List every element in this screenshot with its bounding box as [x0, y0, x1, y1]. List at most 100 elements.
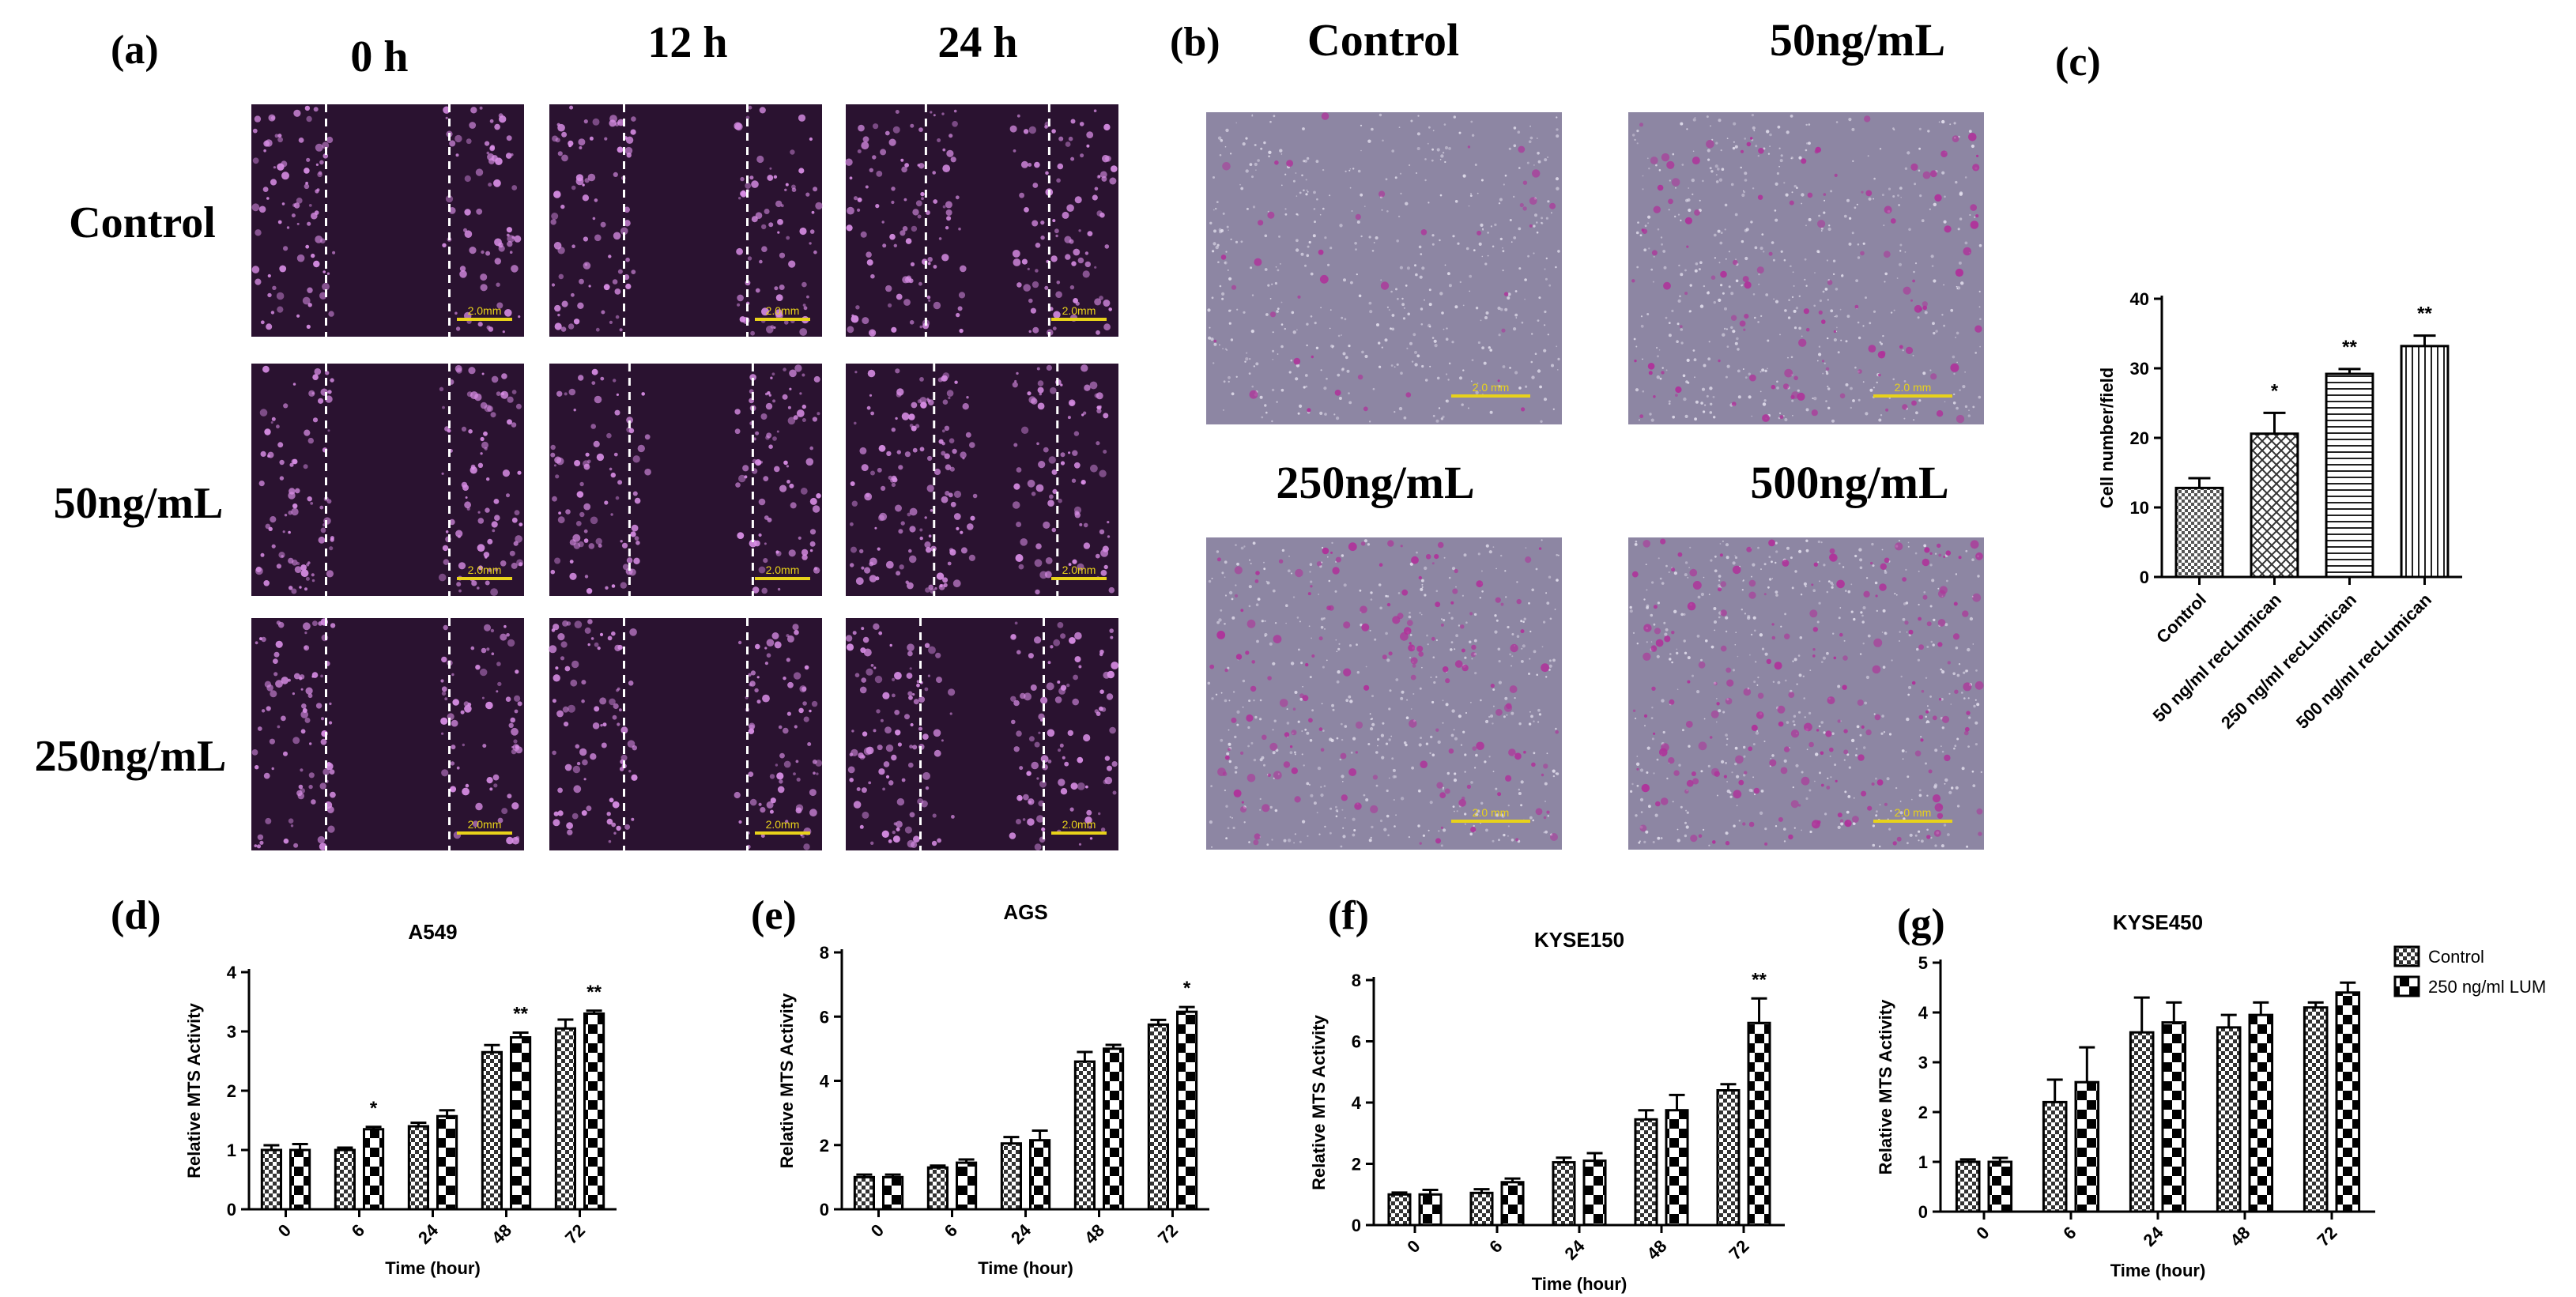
- bar: [2335, 991, 2361, 1213]
- x-tick-label: 24: [2140, 1222, 2168, 1250]
- x-axis-title: Time (hour): [2110, 1261, 2206, 1280]
- legend-swatch: [2393, 945, 2420, 967]
- bar: [1418, 1193, 1443, 1227]
- scale-label: 2.0mm: [1062, 818, 1096, 831]
- y-axis-title: Relative MTS Activity: [1876, 999, 1895, 1174]
- y-tick-label: 2: [820, 1136, 829, 1156]
- x-tick-label: 48: [1643, 1236, 1671, 1264]
- scale-label: 2.0 mm: [1895, 381, 1932, 394]
- invasion-label-control: Control: [1307, 14, 1459, 66]
- col-head-12h: 12 h: [647, 18, 727, 67]
- chart-title: KYSE450: [2113, 911, 2203, 934]
- y-tick-label: 2: [1918, 1103, 1928, 1122]
- bar: [1073, 1060, 1096, 1211]
- bar: [1747, 1021, 1771, 1227]
- panel-letter-g: (g): [1897, 901, 1945, 946]
- bar: [2216, 1026, 2242, 1213]
- significance-mark: **: [513, 1004, 528, 1025]
- bar: [1582, 1159, 1607, 1227]
- significance-mark: *: [2271, 380, 2279, 402]
- scratch-assay-grid: 2.0mm 2.0mm 2.0mm 2.0mm 2.0mm 2.0mm 2.0mm 2.0mm…: [251, 104, 1119, 850]
- y-tick-label: 2: [227, 1081, 236, 1101]
- row-head-250ng: 250ng/mL: [35, 732, 227, 781]
- micrograph-tile: 2.0mm: [251, 104, 524, 337]
- col-head-24h: 24 h: [937, 18, 1017, 67]
- bar: [1147, 1023, 1169, 1211]
- row-head-control: Control: [69, 198, 216, 247]
- scale-label: 2.0 mm: [1473, 381, 1510, 394]
- x-tick-label: 72: [2314, 1223, 2341, 1250]
- scale-label: 2.0mm: [468, 818, 502, 831]
- y-axis-title: Relative MTS Activity: [184, 1002, 204, 1178]
- x-tick-label: 250 ng/ml recLumican: [2217, 590, 2360, 733]
- row-head-50ng: 50ng/mL: [54, 479, 224, 528]
- x-tick-label: 500 ng/ml recLumican: [2292, 590, 2435, 733]
- x-tick-label: 0: [274, 1220, 295, 1241]
- bar: [853, 1175, 875, 1211]
- micrograph-tile: 2.0mm: [549, 364, 822, 596]
- bar: [956, 1161, 978, 1211]
- bar: [2129, 1031, 2155, 1213]
- y-tick-label: 8: [1352, 971, 1361, 990]
- legend-swatch: [2393, 975, 2420, 997]
- bar: [1716, 1089, 1741, 1227]
- significance-mark: **: [1752, 969, 1767, 990]
- bar: [1000, 1142, 1022, 1211]
- bar: [1634, 1118, 1658, 1227]
- y-tick-label: 3: [227, 1022, 236, 1042]
- bar: [1987, 1160, 2013, 1213]
- significance-mark: *: [370, 1098, 378, 1119]
- bar: [436, 1114, 458, 1211]
- y-axis-title: Cell number/field: [2097, 368, 2117, 508]
- x-tick-label: 48: [1081, 1220, 1108, 1248]
- micrograph-tile: 2.0mm: [845, 104, 1118, 337]
- bar: [1176, 1010, 1198, 1211]
- scale-label: 2.0mm: [1062, 564, 1096, 576]
- invasion-tile: 2.0 mm: [1206, 537, 1562, 850]
- invasion-tile: 2.0 mm: [1628, 112, 1984, 424]
- scale-label: 2.0mm: [766, 304, 800, 317]
- x-tick-label: 0: [1972, 1223, 1993, 1243]
- significance-mark: **: [586, 982, 602, 1003]
- bar: [583, 1012, 605, 1211]
- x-tick-label: 50 ng/ml recLumican: [2149, 590, 2285, 726]
- panel-letter-a: (a): [111, 28, 159, 73]
- bar: [2400, 345, 2450, 579]
- bar: [481, 1050, 504, 1211]
- x-tick-label: 0: [867, 1220, 888, 1241]
- bar: [2161, 1021, 2187, 1213]
- invasion-tile: 2.0 mm: [1628, 537, 1984, 850]
- micrograph-tile: 2.0mm: [251, 618, 524, 850]
- bar: [1103, 1047, 1125, 1211]
- y-tick-label: 0: [1918, 1202, 1928, 1222]
- x-tick-label: 72: [1726, 1236, 1753, 1264]
- scale-label: 2.0mm: [468, 304, 502, 317]
- y-tick-label: 0: [820, 1200, 829, 1220]
- y-tick-label: 5: [1918, 953, 1928, 973]
- chart-c: (c) 0 10 20 30 40 Cell number/field Control * 50 …: [2055, 40, 2462, 733]
- x-axis-title: Time (hour): [978, 1258, 1073, 1278]
- y-tick-label: 4: [227, 963, 237, 982]
- y-tick-label: 40: [2130, 289, 2149, 309]
- bar: [260, 1148, 283, 1211]
- y-tick-label: 0: [227, 1200, 236, 1220]
- panel-letter-e: (e): [751, 893, 797, 938]
- bar: [363, 1128, 385, 1211]
- scale-label: 2.0 mm: [1895, 806, 1932, 819]
- y-tick-label: 4: [1352, 1093, 1362, 1113]
- bar: [1469, 1191, 1494, 1227]
- scale-label: 2.0mm: [766, 564, 800, 576]
- significance-mark: **: [2417, 304, 2432, 325]
- bar: [1955, 1160, 1981, 1213]
- invasion-label-500ng: 500ng/mL: [1750, 457, 1948, 508]
- y-tick-label: 4: [820, 1072, 830, 1092]
- y-tick-label: 30: [2130, 359, 2149, 379]
- chart-d: (d) A549 0 1 2 3 4 Relative MTS Activity 0 * 6 24 **…: [111, 893, 617, 1278]
- bar: [554, 1027, 577, 1211]
- bar: [1552, 1161, 1576, 1227]
- y-tick-label: 1: [227, 1141, 236, 1160]
- chart-title: A549: [408, 920, 457, 944]
- panel-letter-c: (c): [2055, 40, 2101, 85]
